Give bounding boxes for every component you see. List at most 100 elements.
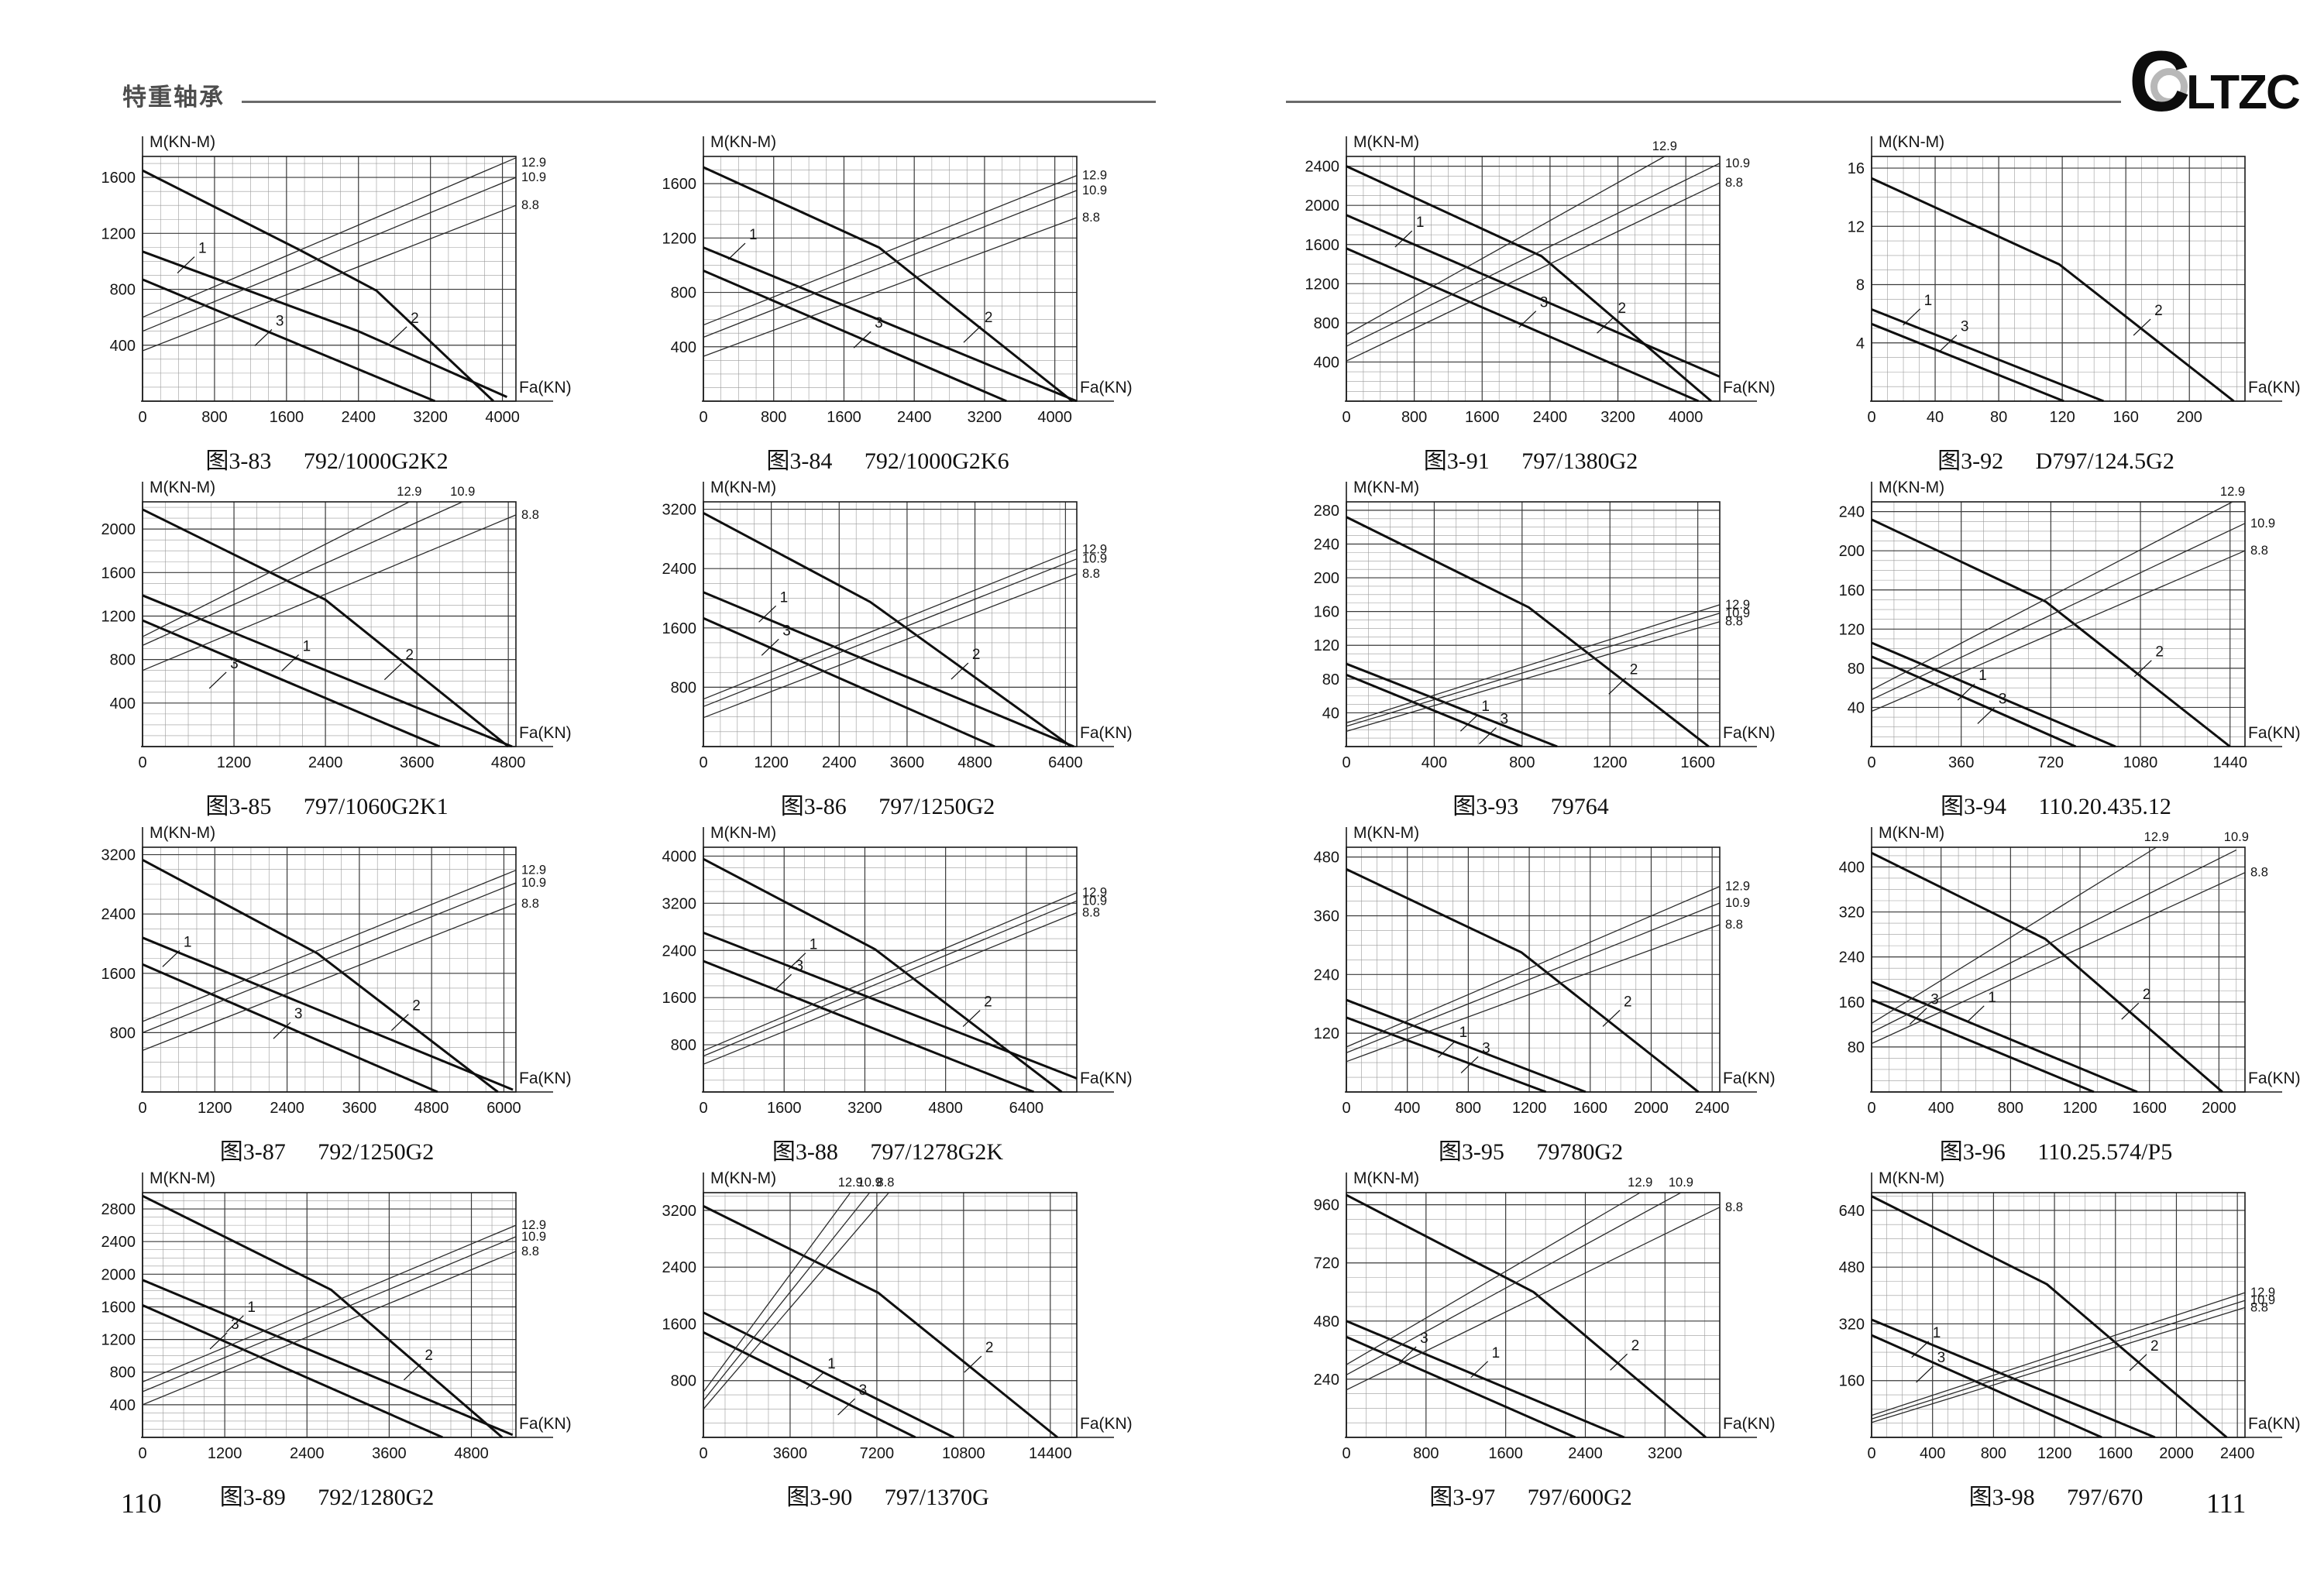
grade-12.9-line (1346, 886, 1721, 1048)
curve-1-line (703, 246, 1078, 402)
grade-10.9-line (703, 1192, 871, 1401)
svg-text:800: 800 (110, 1025, 136, 1042)
grade-10.9-line (142, 1236, 517, 1392)
svg-text:160: 160 (1839, 1373, 1865, 1390)
svg-text:800: 800 (110, 652, 136, 669)
curve-3-label-leader (1460, 1056, 1479, 1073)
chart-caption: 图3-83 792/1000G2K2 (71, 441, 583, 476)
curve-1-line (1871, 980, 2138, 1093)
grade-8.8-label: 8.8 (876, 1176, 894, 1190)
chart-caption-name: 79764 (1550, 794, 1609, 819)
grade-12.9-line (1871, 846, 2157, 1024)
svg-text:1200: 1200 (1593, 754, 1628, 771)
grid-minor (1346, 502, 1720, 747)
grade-12.9-line (142, 501, 410, 637)
svg-text:0: 0 (699, 1445, 707, 1462)
chart-caption: 图3-85 797/1060G2K1 (71, 787, 583, 821)
chart-caption: 图3-93 79764 (1275, 787, 1786, 821)
grid-minor (1872, 1193, 2245, 1437)
svg-text:3600: 3600 (372, 1445, 407, 1462)
svg-text:80: 80 (1322, 671, 1339, 688)
svg-text:1600: 1600 (827, 409, 861, 426)
curve-3-line (1871, 1334, 2102, 1438)
curve-1-label-leader (1957, 683, 1975, 701)
svg-text:2400: 2400 (101, 1234, 136, 1251)
svg-text:400: 400 (1314, 354, 1339, 371)
y-axis-label: M(KN-M) (1879, 479, 1944, 496)
svg-text:800: 800 (1998, 1100, 2023, 1117)
curve-2-line (1871, 518, 2231, 747)
svg-text:4000: 4000 (485, 409, 520, 426)
grade-10.9-label: 10.9 (1082, 894, 1107, 908)
grid-minor (1872, 156, 2245, 401)
grade-8.8-label: 8.8 (2250, 1300, 2268, 1314)
svg-text:800: 800 (1413, 1445, 1439, 1462)
grade-12.9-label: 12.9 (1652, 139, 1677, 153)
chart-caption-figure: 图3-93 (1452, 794, 1519, 819)
chart-caption-figure: 图3-90 (786, 1485, 853, 1510)
tick-labels: 0 3600 7200 10800 14400 800 1600 2400 3200 (662, 1203, 1072, 1462)
curve-1-line (1346, 662, 1558, 747)
svg-text:240: 240 (1839, 949, 1865, 967)
chart-caption: 图3-90 797/1370G (632, 1478, 1143, 1512)
axes-frame (702, 482, 1114, 747)
svg-text:0: 0 (1342, 1445, 1350, 1462)
chart-canvas: 0 400 800 1200 1600 2000 80 160 240 320 400 M(KN-M)… (1839, 824, 2301, 1117)
svg-text:400: 400 (1839, 859, 1865, 876)
svg-text:3600: 3600 (400, 754, 435, 771)
curve-2-label: 2 (985, 310, 993, 326)
page-number-right: 111 (2206, 1488, 2247, 1519)
axes-frame (1870, 482, 2282, 747)
svg-text:800: 800 (110, 1365, 136, 1382)
curve-1-line (1871, 641, 2116, 747)
chart-caption-name: 797/600G2 (1527, 1485, 1632, 1510)
curve-1-label: 1 (1933, 1325, 1941, 1341)
svg-text:0: 0 (699, 409, 707, 426)
series-lines (703, 512, 1078, 747)
curve-2-label: 2 (2143, 987, 2151, 1003)
svg-text:3600: 3600 (773, 1445, 808, 1462)
curve-3-label: 3 (1937, 1350, 1946, 1366)
svg-text:120: 120 (1314, 637, 1339, 654)
svg-text:0: 0 (1342, 754, 1350, 771)
svg-text:400: 400 (671, 339, 696, 356)
chart-caption-name: 797/1370G (884, 1485, 989, 1510)
svg-text:1440: 1440 (2212, 754, 2247, 771)
y-axis-label: M(KN-M) (1353, 133, 1419, 151)
series-lines (703, 166, 1078, 402)
curve-3-label-leader (837, 1398, 855, 1416)
svg-text:720: 720 (1314, 1255, 1339, 1272)
grade-8.8-line (142, 903, 517, 1052)
grade-8.8-label: 8.8 (1725, 615, 1743, 629)
grid-minor (703, 502, 1077, 747)
chart-caption-name: 797/1380G2 (1521, 448, 1638, 474)
svg-text:480: 480 (1314, 1313, 1339, 1331)
grade-10.9-line (1871, 850, 2237, 1033)
grid-minor (703, 156, 1077, 401)
grid-minor (1346, 156, 1720, 401)
x-axis-label: Fa(KN) (519, 1070, 572, 1087)
axes-frame (1345, 136, 1757, 402)
svg-text:800: 800 (671, 285, 696, 302)
chart-图3-98: 0 400 800 1200 1600 2000 2400 160 320 480 640 M(KN-… (1800, 1166, 2312, 1512)
y-axis-label: M(KN-M) (150, 479, 215, 496)
svg-text:800: 800 (1509, 754, 1535, 771)
y-axis-label: M(KN-M) (150, 133, 215, 151)
grade-12.9-line (142, 870, 517, 1022)
curve-1-line (142, 250, 508, 398)
chart-canvas: 0 1200 2400 3600 4800 400 800 1200 1600 2000 M(KN-… (101, 479, 572, 771)
logo-ring-icon (2150, 68, 2188, 105)
svg-text:8: 8 (1856, 277, 1865, 294)
grade-10.9-label: 10.9 (521, 1230, 546, 1244)
svg-text:1600: 1600 (1465, 409, 1500, 426)
axes-frame (1870, 136, 2282, 402)
grade-10.9-label: 10.9 (2250, 1293, 2275, 1307)
curve-2-label-leader (2133, 660, 2152, 678)
curve-2-line (142, 508, 510, 747)
grade-10.9-label: 10.9 (450, 485, 475, 499)
